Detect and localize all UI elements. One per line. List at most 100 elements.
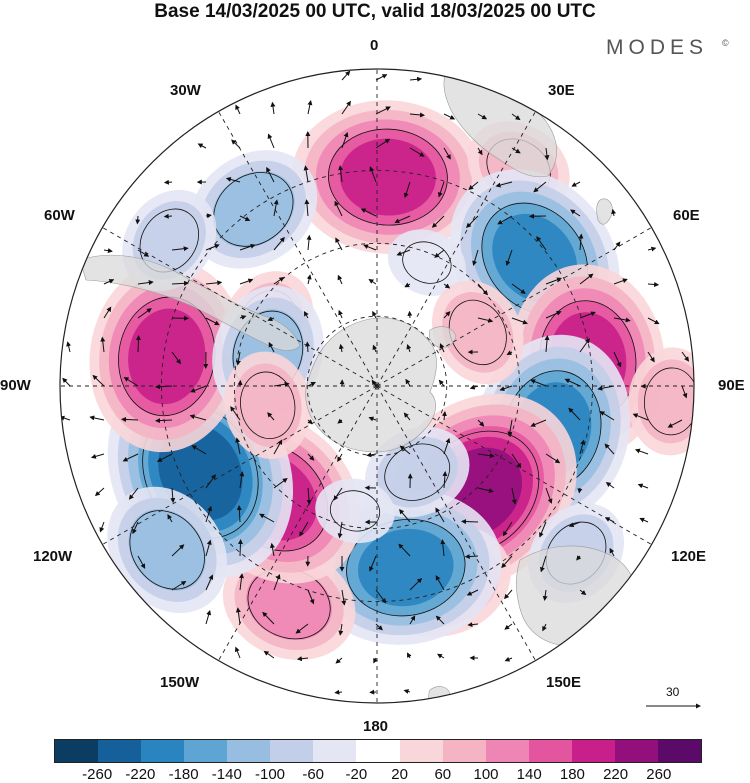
- wind-arrow: [461, 519, 479, 525]
- wind-arrow: [163, 213, 173, 219]
- wind-arrow: [464, 553, 479, 559]
- wind-arrow: [394, 215, 411, 224]
- wind-arrow: [505, 249, 513, 267]
- wind-arrow: [239, 315, 247, 320]
- wind-arrow: [307, 100, 313, 115]
- wind-arrow: [306, 487, 312, 505]
- wind-arrow: [296, 656, 309, 662]
- wind-arrow: [545, 453, 561, 464]
- wind-arrow: [360, 208, 377, 217]
- wind-arrow: [262, 611, 275, 625]
- wind-arrow: [270, 101, 276, 115]
- wind-arrow: [170, 487, 176, 504]
- wind-arrow: [239, 278, 254, 285]
- wind-arrow: [409, 112, 425, 118]
- wind-arrow: [542, 589, 548, 601]
- wind-arrow: [123, 376, 139, 387]
- wind-arrow: [306, 234, 312, 251]
- colorbar-swatch: [55, 740, 99, 762]
- anomaly-center: [387, 229, 466, 296]
- wind-arrow: [511, 147, 521, 154]
- wind-arrow: [190, 385, 207, 393]
- wind-arrow: [605, 482, 615, 489]
- wind-arrow: [266, 166, 275, 183]
- wind-arrow: [205, 505, 213, 523]
- wind-arrow: [205, 280, 223, 286]
- lon-label-0: 0: [370, 37, 379, 54]
- wind-arrow: [472, 249, 479, 266]
- wind-arrow: [205, 244, 220, 251]
- wind-arrow: [337, 453, 343, 462]
- wind-arrow: [404, 282, 411, 288]
- wind-arrow: [409, 76, 423, 82]
- wind-arrow: [189, 414, 207, 421]
- wind-arrow: [341, 100, 351, 115]
- wind-arrow: [579, 273, 594, 285]
- wind-arrow: [369, 555, 377, 572]
- wind-arrow: [239, 243, 256, 251]
- wind-arrow: [273, 277, 285, 285]
- wind-arrow: [205, 213, 212, 219]
- wind-arrow: [156, 453, 173, 462]
- wind-arrow: [437, 653, 445, 659]
- wind-arrow: [613, 317, 631, 323]
- wind-arrow: [363, 244, 377, 251]
- wind-arrow: [545, 487, 553, 504]
- wind-arrow: [230, 406, 241, 421]
- wind-arrow: [205, 609, 212, 625]
- wind-arrow: [439, 343, 445, 353]
- wind-arrow: [511, 487, 517, 505]
- wind-arrow: [398, 543, 411, 557]
- wind-arrow: [137, 555, 146, 569]
- wind-arrow: [338, 343, 344, 353]
- colorbar-tick-label: 20: [391, 766, 408, 783]
- wind-arrow: [333, 487, 343, 501]
- wind-arrow: [306, 274, 312, 285]
- wind-arrow: [99, 521, 105, 533]
- lon-label-120e: 120E: [671, 548, 707, 565]
- wind-arrow: [303, 165, 309, 183]
- wind-arrow: [337, 521, 343, 539]
- wind-arrow: [137, 249, 150, 257]
- wind-arrow: [273, 199, 279, 217]
- wind-arrow: [273, 574, 281, 591]
- colorbar-swatch: [141, 740, 185, 762]
- wind-arrow: [239, 471, 245, 489]
- wind-arrow: [307, 381, 316, 387]
- wind-arrow: [234, 646, 241, 659]
- wind-arrow: [267, 412, 275, 421]
- wind-arrow: [578, 233, 584, 251]
- wind-arrow: [634, 448, 649, 455]
- anomaly-center: [315, 478, 395, 544]
- wind-arrow: [341, 131, 349, 149]
- wind-arrow: [409, 615, 416, 625]
- wind-arrow: [341, 70, 351, 81]
- wind-arrow: [197, 143, 207, 149]
- wind-arrow: [239, 215, 251, 221]
- colorbar-swatch: [571, 740, 615, 762]
- wind-arrow: [137, 308, 152, 319]
- wind-arrow: [409, 577, 423, 591]
- wind-arrow: [304, 199, 310, 217]
- wind-arrow: [576, 555, 582, 561]
- wind-arrow: [122, 453, 139, 462]
- wind-arrow: [435, 615, 445, 625]
- wind-arrow: [371, 379, 377, 387]
- south-america-landmass: [79, 254, 301, 351]
- wind-arrow: [369, 166, 377, 183]
- lon-label-30w: 30W: [170, 82, 201, 99]
- wind-arrow: [511, 317, 528, 325]
- wind-arrow: [511, 453, 522, 469]
- wind-arrow: [235, 104, 241, 115]
- wind-arrow: [579, 311, 596, 319]
- wind-arrow: [407, 310, 413, 319]
- wind-arrow: [267, 316, 275, 322]
- colorbar-swatch: [442, 740, 486, 762]
- wind-arrow: [305, 341, 311, 353]
- wind-arrow: [372, 344, 378, 353]
- wind-arrow: [299, 521, 309, 537]
- wind-arrow: [338, 165, 344, 183]
- wind-arrow: [579, 338, 590, 353]
- wind-arrow: [259, 513, 275, 523]
- wind-arrow: [373, 657, 378, 664]
